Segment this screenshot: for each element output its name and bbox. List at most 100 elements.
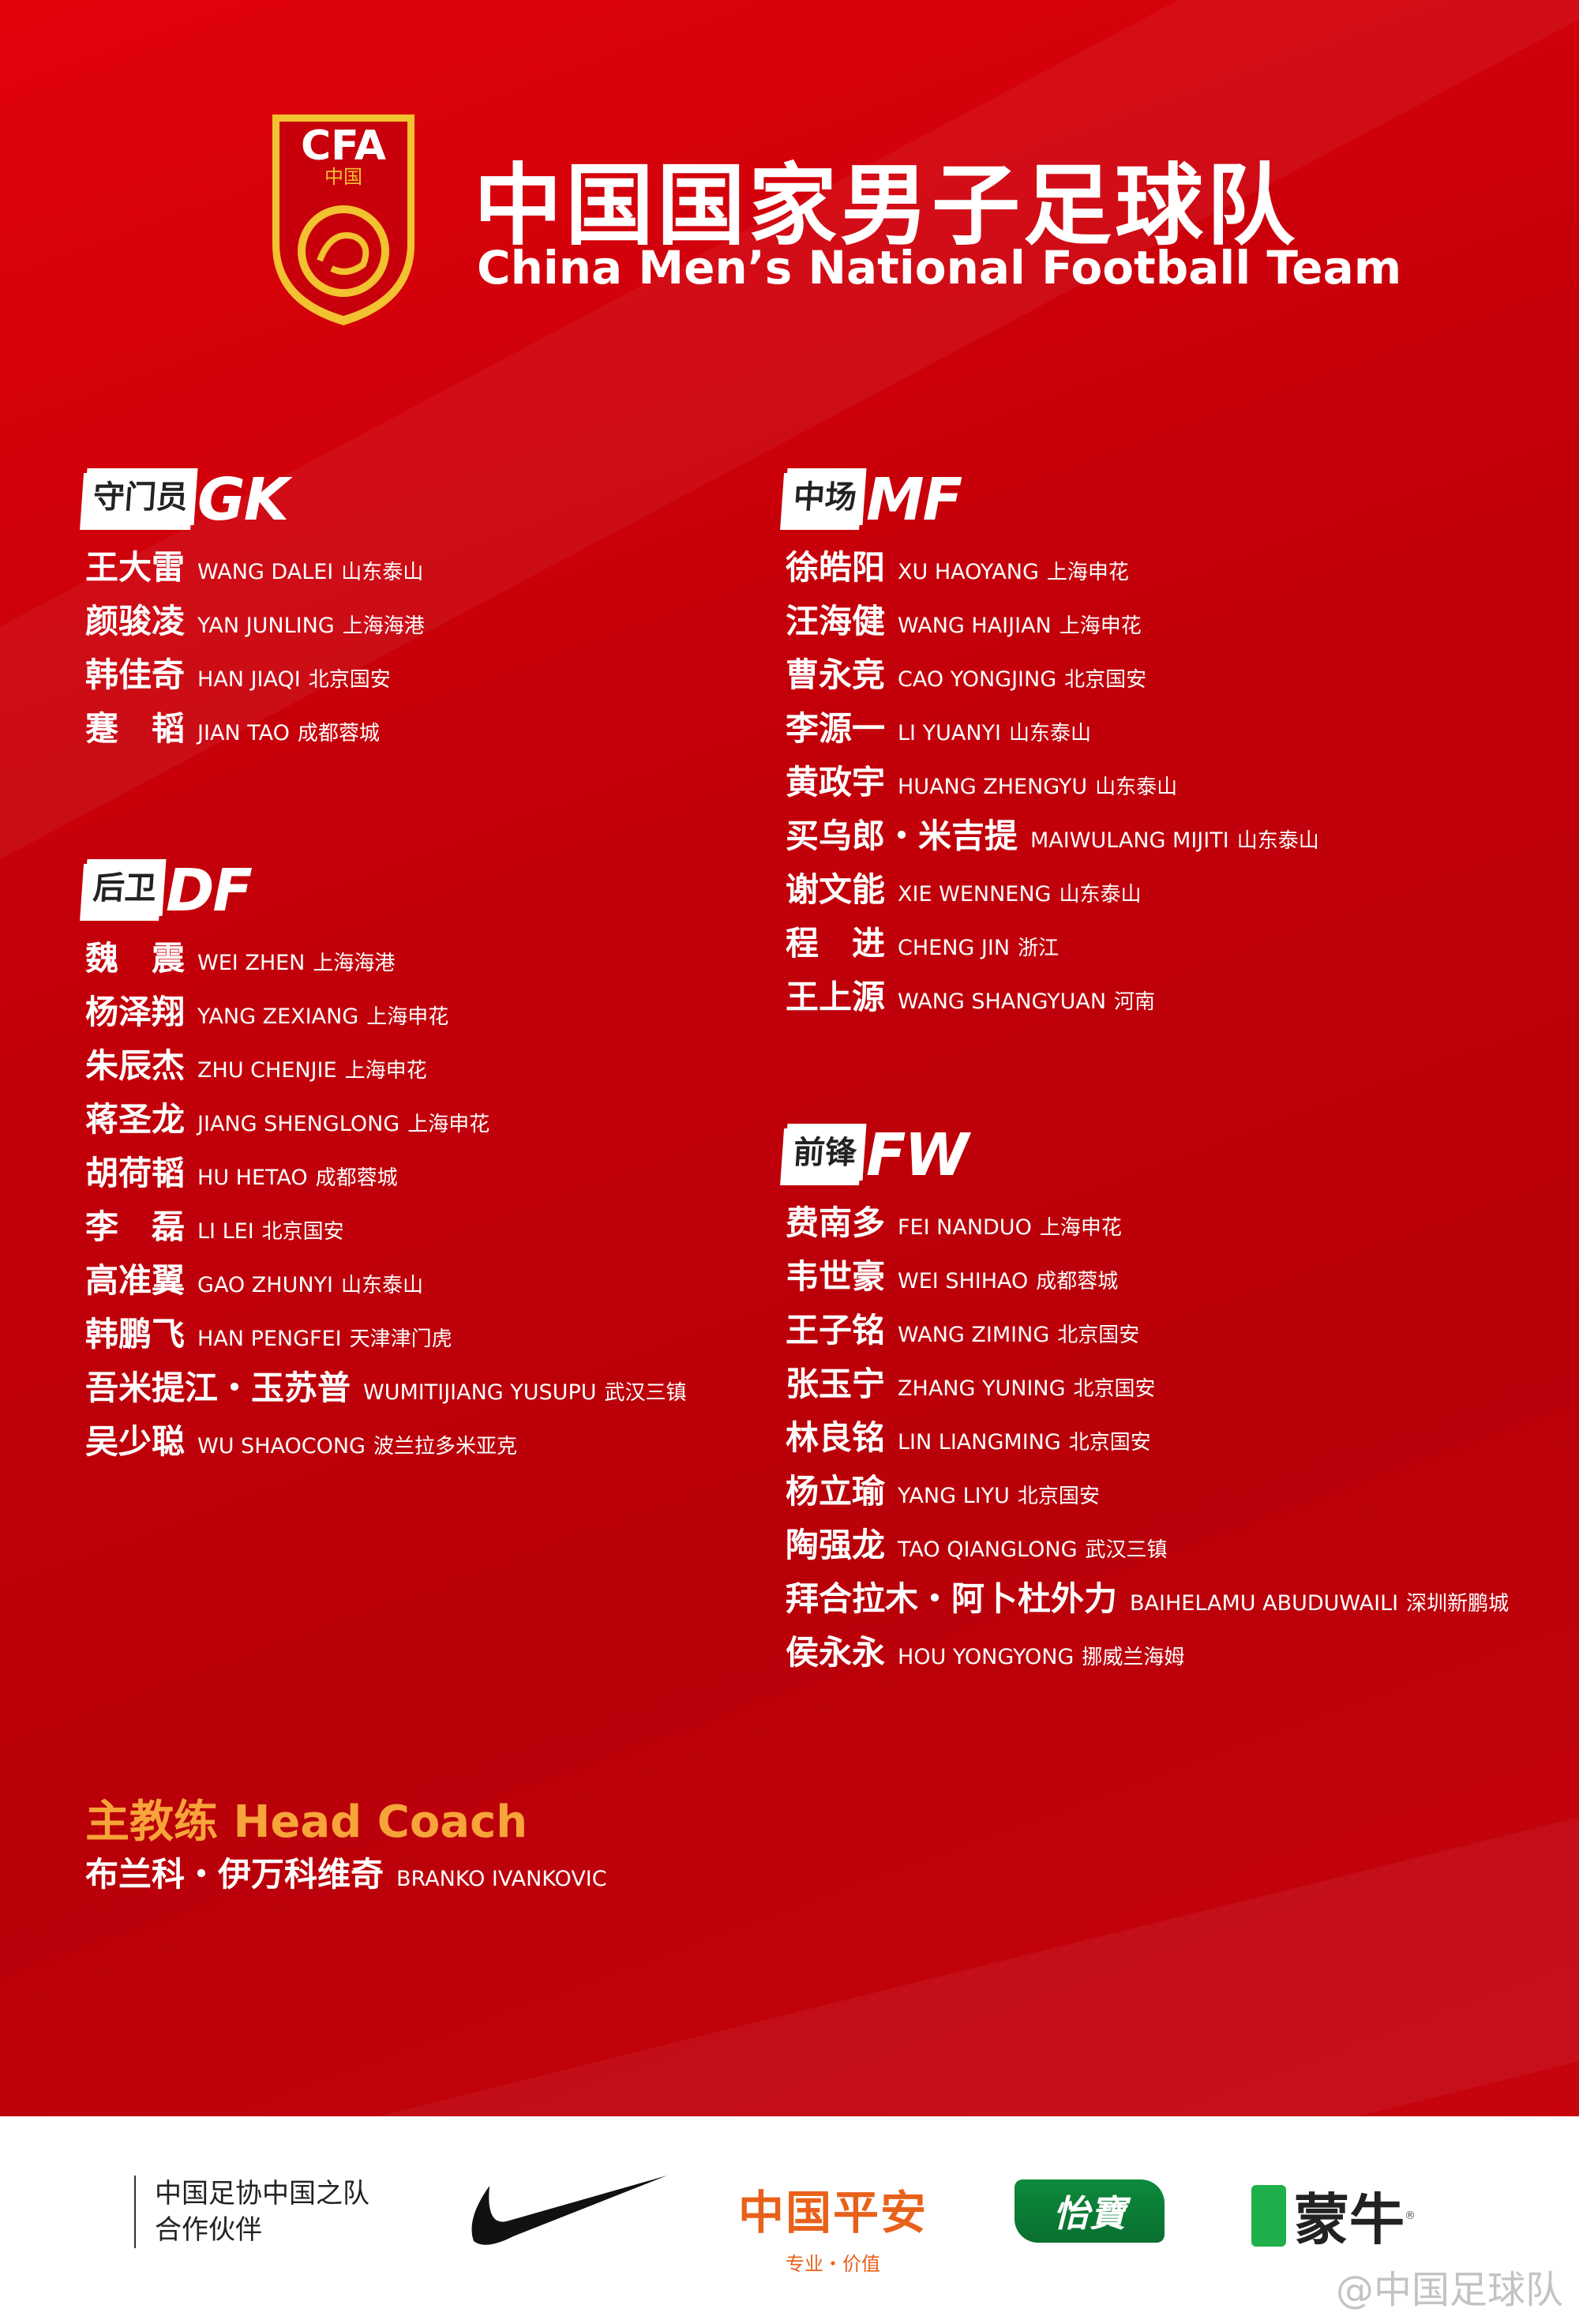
player-name-en: YAN JUNLING: [197, 614, 335, 638]
section-label-cn: 中场: [783, 468, 867, 525]
poster: CFA 中国 中国国家男子足球队 China Men’s National Fo…: [0, 0, 1579, 2116]
player-name-en: LIN LIANGMING: [898, 1430, 1061, 1455]
player-row: 杨立瑜 YANG LIYU 北京国安: [786, 1465, 1509, 1519]
player-name-cn: 李源一: [786, 709, 886, 748]
player-club: 浙江: [1018, 937, 1060, 960]
section-header-fw: 前锋 FW: [783, 1121, 1509, 1189]
player-club: 上海申花: [1059, 614, 1142, 638]
player-name-en: WEI ZHEN: [197, 951, 306, 975]
player-name-en: WANG SHANGYUAN: [898, 989, 1107, 1014]
player-row: 胡荷韬 HU HETAO 成都蓉城: [85, 1147, 687, 1200]
player-row: 朱辰杰 ZHU CHENJIE 上海申花: [85, 1039, 687, 1093]
section-header-df: 后卫 DF: [83, 857, 687, 925]
player-name-cn: 朱辰杰: [85, 1046, 186, 1085]
player-name-cn: 陶强龙: [786, 1526, 886, 1564]
player-name-en: LI YUANYI: [898, 721, 1001, 745]
player-name-cn: 高准翼: [85, 1261, 186, 1300]
pingan-name: 中国平安: [738, 2186, 928, 2240]
player-name-cn: 侯永永: [786, 1633, 886, 1672]
coach-name-en: BRANKO IVANKOVIC: [396, 1867, 607, 1891]
page-title: 中国国家男子足球队: [474, 155, 1298, 257]
section-fw: 前锋 FW 费南多 FEI NANDUO 上海申花 韦世豪 WEI SHIHAO 成都蓉城王…: [783, 1121, 1509, 1680]
player-club: 上海申花: [1039, 1216, 1122, 1240]
section-mf: 中场 MF 徐皓阳 XU HAOYANG 上海申花 汪海健 WANG HAIJIAN 上海申…: [783, 468, 1319, 1024]
player-row: 拜合拉木・阿卜杜外力 BAIHELAMU ABUDUWAILI 深圳新鹏城: [786, 1572, 1509, 1626]
player-name-en: GAO ZHUNYI: [197, 1273, 333, 1297]
player-list: 费南多 FEI NANDUO 上海申花 韦世豪 WEI SHIHAO 成都蓉城 王子铭 WAN…: [786, 1196, 1509, 1680]
player-name-en: LI LEI: [197, 1219, 254, 1244]
player-row: 谢文能 XIE WENNENG 山东泰山: [786, 863, 1319, 917]
player-row: 李源一 LI YUANYI 山东泰山: [786, 702, 1319, 756]
player-club: 上海海港: [313, 952, 396, 975]
player-club: 北京国安: [1064, 668, 1147, 692]
player-row: 韩鹏飞 HAN PENGFEI 天津津门虎: [85, 1308, 687, 1361]
section-gk: 守门员 GK 王大雷 WANG DALEI 山东泰山 颜骏凌 YAN JUNLING 上海海…: [83, 466, 425, 756]
player-name-cn: 张玉宁: [786, 1365, 886, 1403]
weibo-watermark: @中国足球队: [1335, 2268, 1563, 2312]
player-row: 韩佳奇 HAN JIAQI 北京国安: [85, 648, 425, 702]
nike-logo: [471, 2176, 667, 2245]
player-name-en: WUMITIJIANG YUSUPU: [363, 1380, 597, 1405]
player-club: 挪威兰海姆: [1082, 1646, 1185, 1669]
pingan-logo: 中国平安 专业・价值: [738, 2176, 928, 2276]
player-row: 魏 震 WEI ZHEN 上海海港: [85, 932, 687, 986]
player-club: 成都蓉城: [297, 722, 380, 745]
player-row: 高准翼 GAO ZHUNYI 山东泰山: [85, 1254, 687, 1308]
player-row: 买乌郎・米吉提 MAIWULANG MIJITI 山东泰山: [786, 809, 1319, 863]
player-club: 北京国安: [1068, 1431, 1151, 1455]
section-df: 后卫 DF 魏 震 WEI ZHEN 上海海港杨泽翔 YANG ZEXIANG 上海申花朱…: [83, 857, 687, 1469]
player-name-cn: 拜合拉木・阿卜杜外力: [786, 1579, 1118, 1618]
player-club: 山东泰山: [341, 561, 424, 584]
partner-line: 中国足协中国之队: [155, 2178, 369, 2209]
player-name-cn: 王上源: [786, 978, 886, 1016]
section-header-mf: 中场 MF: [783, 468, 1319, 529]
section-label-en: DF: [166, 857, 253, 925]
coach-name-cn: 布兰科・伊万科维奇: [85, 1855, 384, 1894]
section-label-en: FW: [866, 1121, 969, 1189]
player-name-cn: 杨立瑜: [786, 1472, 886, 1511]
player-name-en: HAN JIAQI: [197, 667, 301, 692]
player-row: 吾米提江・玉苏普 WUMITIJIANG YUSUPU 武汉三镇: [85, 1361, 687, 1415]
player-name-en: ZHU CHENJIE: [197, 1058, 337, 1083]
player-row: 李 磊 LI LEI 北京国安: [85, 1200, 687, 1254]
player-name-cn: 买乌郎・米吉提: [786, 817, 1018, 855]
player-club: 河南: [1114, 990, 1156, 1014]
player-club: 北京国安: [261, 1220, 344, 1244]
player-name-cn: 吴少聪: [85, 1422, 186, 1461]
player-name-cn: 曹永竞: [786, 655, 886, 694]
player-club: 深圳新鹏城: [1406, 1592, 1510, 1616]
player-name-en: MAIWULANG MIJITI: [1030, 828, 1229, 853]
player-name-cn: 林良铭: [786, 1418, 886, 1457]
player-row: 颜骏凌 YAN JUNLING 上海海港: [85, 595, 425, 648]
player-name-cn: 魏 震: [85, 939, 186, 978]
player-list: 王大雷 WANG DALEI 山东泰山颜骏凌 YAN JUNLING 上海海港韩佳奇 HA…: [85, 541, 425, 756]
player-name-cn: 蹇 韬: [85, 709, 186, 748]
player-name-en: HAN PENGFEI: [197, 1327, 342, 1351]
section-label-cn: 前锋: [783, 1124, 867, 1181]
player-name-en: WANG ZIMING: [898, 1323, 1050, 1347]
player-row: 杨泽翔 YANG ZEXIANG 上海申花: [85, 986, 687, 1039]
player-name-cn: 王大雷: [85, 548, 186, 587]
player-name-en: CAO YONGJING: [898, 667, 1057, 692]
player-name-cn: 吾米提江・玉苏普: [85, 1368, 351, 1407]
player-row: 徐皓阳 XU HAOYANG 上海申花: [786, 541, 1319, 595]
player-row: 吴少聪 WU SHAOCONG 波兰拉多米亚克: [85, 1415, 687, 1469]
player-club: 山东泰山: [1095, 775, 1178, 799]
player-name-en: WANG DALEI: [197, 560, 334, 584]
player-name-cn: 谢文能: [786, 870, 886, 909]
mengniu-name: 蒙牛: [1294, 2187, 1405, 2252]
section-label-en: GK: [197, 466, 289, 534]
player-row: 王子铭 WANG ZIMING 北京国安: [786, 1304, 1509, 1357]
player-name-cn: 程 进: [786, 924, 886, 963]
yibao-logo: 怡寶: [1015, 2179, 1165, 2243]
player-name-cn: 徐皓阳: [786, 548, 886, 587]
player-club: 武汉三镇: [1085, 1538, 1168, 1562]
player-name-cn: 杨泽翔: [85, 993, 186, 1031]
player-name-cn: 黄政宇: [786, 763, 886, 802]
player-club: 山东泰山: [340, 1274, 423, 1297]
player-name-cn: 韩佳奇: [85, 655, 186, 694]
player-club: 上海申花: [366, 1005, 449, 1029]
player-club: 山东泰山: [1059, 883, 1142, 907]
player-name-en: HU HETAO: [197, 1166, 308, 1190]
player-name-cn: 李 磊: [85, 1207, 186, 1246]
